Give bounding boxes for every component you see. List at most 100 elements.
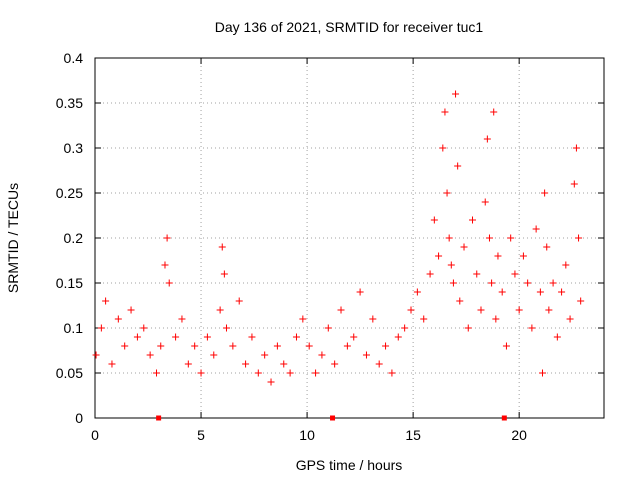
data-point [388,369,396,377]
data-point [439,144,447,152]
ticks: 0 5 10 15 20 0 0.05 0.1 0.15 0.2 0.25 0.3 0.35 0.4 [56,50,604,443]
data-point [473,270,481,278]
data-point [312,369,320,377]
data-point [229,342,237,350]
data-point [210,351,218,359]
y-axis-label: SRMTID / TECUs [5,183,21,293]
axis-marker [501,415,507,421]
data-point [460,243,468,251]
data-point [97,324,105,332]
data-point [481,198,489,206]
data-point [413,288,421,296]
data-point [570,180,578,188]
data-point [443,189,451,197]
data-point [524,279,532,287]
data-point [350,333,358,341]
data-point [273,342,281,350]
data-point [343,342,351,350]
y-tick-label: 0.3 [64,140,84,156]
data-point [292,333,300,341]
data-point [441,108,449,116]
data-point [401,324,409,332]
data-point [305,342,313,350]
data-point [178,315,186,323]
data-point [454,162,462,170]
data-point [235,297,243,305]
data-point [286,369,294,377]
axis-marker [330,415,336,421]
y-tick-label: 0.2 [64,230,84,246]
data-point [488,279,496,287]
data-point [519,252,527,260]
data-point [420,315,428,323]
data-point [456,297,464,305]
axis-marker [156,415,162,421]
data-point [562,261,570,269]
data-point [426,270,434,278]
data-point [157,342,165,350]
data-point [532,225,540,233]
data-point [102,297,110,305]
data-point [549,279,557,287]
data-point [248,333,256,341]
grid [95,58,604,418]
data-point [553,333,561,341]
data-point [477,306,485,314]
data-point [538,369,546,377]
data-point [362,351,370,359]
y-tick-label: 0 [75,410,83,426]
data-point [337,306,345,314]
x-tick-label: 15 [405,427,421,443]
data-point [375,360,383,368]
y-tick-label: 0.4 [64,50,84,66]
data-point [449,279,457,287]
y-tick-label: 0.25 [56,185,83,201]
data-point [511,270,519,278]
data-point [541,189,549,197]
data-point [133,333,141,341]
data-point [203,333,211,341]
y-tick-label: 0.05 [56,365,83,381]
data-point [494,252,502,260]
data-point [331,360,339,368]
data-point [254,369,262,377]
data-point [127,306,135,314]
data-point [324,324,332,332]
data-point [490,108,498,116]
data-point [483,135,491,143]
data-point [536,288,544,296]
data-point [502,342,510,350]
data-point [280,360,288,368]
data-point [184,360,192,368]
y-tick-label: 0.15 [56,275,83,291]
y-tick-label: 0.35 [56,95,83,111]
data-point [382,342,390,350]
data-point [369,315,377,323]
data-point [108,360,116,368]
data-point [356,288,364,296]
data-point [218,243,226,251]
data-point [575,234,583,242]
chart-title: Day 136 of 2021, SRMTID for receiver tuc… [215,19,484,35]
data-point [165,279,173,287]
data-point [242,360,250,368]
data-point [528,324,536,332]
data-point [407,306,415,314]
data-point [545,306,553,314]
data-point [140,324,148,332]
data-point [114,315,122,323]
data-point [153,369,161,377]
x-tick-label: 0 [91,427,99,443]
y-tick-label: 0.1 [64,320,84,336]
data-point [558,288,566,296]
data-point [299,315,307,323]
data-point [146,351,154,359]
data-point [163,234,171,242]
data-point [543,243,551,251]
data-point [161,261,169,269]
data-point [566,315,574,323]
data-point [430,216,438,224]
data-point [445,234,453,242]
x-tick-label: 5 [197,427,205,443]
